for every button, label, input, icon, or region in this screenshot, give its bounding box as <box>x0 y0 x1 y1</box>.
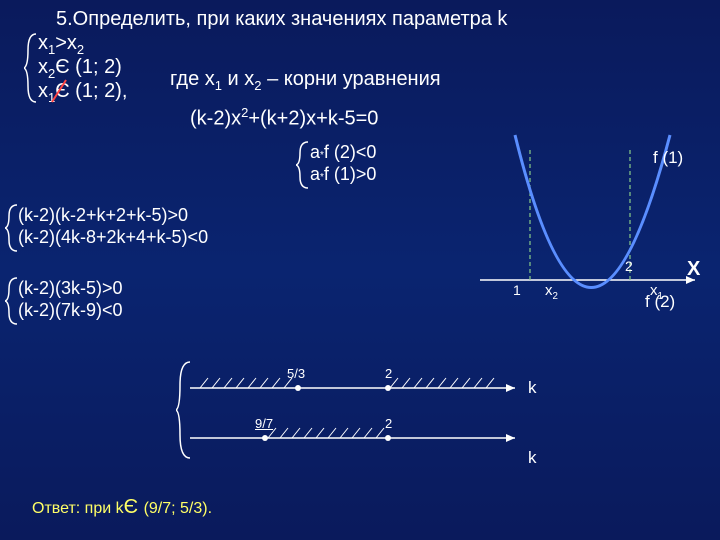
label-1: 1 <box>513 282 521 298</box>
number-line-1: 5/3 2 k <box>190 368 530 398</box>
label-X: X <box>687 258 700 281</box>
tick-label: 2 <box>385 416 392 431</box>
inequality: x1>x2 <box>38 32 84 57</box>
axis-label-k: k <box>528 378 537 398</box>
cond-af2: a*f (2)<0 <box>310 142 376 163</box>
equation: (k-2)x2+(k+2)x+k-5=0 <box>190 105 378 131</box>
brace-icon <box>296 140 310 190</box>
brace-icon <box>5 276 19 326</box>
label-2: 2 <box>625 258 633 274</box>
label-x1: x1 <box>650 282 663 302</box>
derivation-3: (k-2)(3k-5)>0 <box>18 278 123 299</box>
slash-icon <box>50 78 68 104</box>
number-line-2: 9/7 2 k <box>190 418 530 448</box>
tick-label: 9/7 <box>255 416 273 431</box>
parabola-graph: f (1) f (2) X 1 2 x2 x1 <box>475 130 705 325</box>
label-x2: x2 <box>545 282 558 302</box>
axis-label-k: k <box>528 448 537 468</box>
derivation-1: (k-2)(k-2+k+2+k-5)>0 <box>18 205 188 226</box>
brace-icon <box>24 32 38 104</box>
derivation-2: (k-2)(4k-8+2k+4+k-5)<0 <box>18 227 208 248</box>
cond-af1: a*f (1)>0 <box>310 164 376 185</box>
answer-text: Ответ: при kЄ (9/7; 5/3). <box>32 496 212 519</box>
tick-label: 2 <box>385 366 392 381</box>
label-f1: f (1) <box>653 148 683 168</box>
derivation-4: (k-2)(7k-9)<0 <box>18 300 123 321</box>
where-text: где x1 и x2 – корни уравнения <box>170 68 441 93</box>
tick-label: 5/3 <box>287 366 305 381</box>
brace-icon <box>5 203 19 253</box>
problem-title: 5.Определить, при каких значениях параме… <box>56 8 507 31</box>
